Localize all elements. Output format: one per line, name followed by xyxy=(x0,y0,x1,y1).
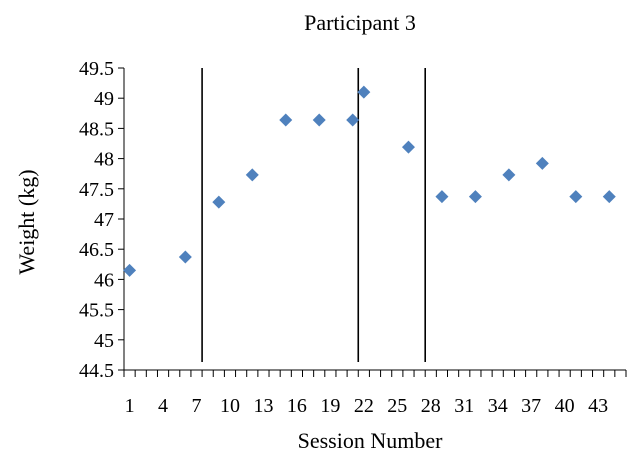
data-point xyxy=(279,113,293,127)
y-tick-label: 49.5 xyxy=(79,58,114,80)
data-point xyxy=(212,195,226,209)
y-tick-label: 45.5 xyxy=(79,300,114,322)
x-tick-label: 22 xyxy=(354,395,374,417)
x-tick-label: 19 xyxy=(320,395,340,417)
x-tick-label: 4 xyxy=(158,395,168,417)
data-point xyxy=(346,113,360,127)
data-point xyxy=(401,140,415,154)
data-point xyxy=(535,156,549,170)
data-point xyxy=(502,168,516,182)
data-point xyxy=(312,113,326,127)
y-tick-label: 46 xyxy=(94,269,114,291)
x-tick-label: 10 xyxy=(220,395,240,417)
y-tick-label: 47 xyxy=(94,209,114,231)
x-tick-label: 13 xyxy=(253,395,273,417)
x-axis-label: Session Number xyxy=(298,428,444,453)
data-point xyxy=(245,168,259,182)
data-point xyxy=(435,190,449,204)
y-tick-label: 44.5 xyxy=(79,360,114,382)
x-tick-label: 37 xyxy=(521,395,541,417)
y-axis-label: Weight (kg) xyxy=(14,169,39,274)
x-tick-label: 1 xyxy=(125,395,135,417)
data-point xyxy=(123,263,137,277)
x-tick-label: 25 xyxy=(387,395,407,417)
data-point xyxy=(602,190,616,204)
x-tick-label: 7 xyxy=(192,395,202,417)
x-tick-label: 40 xyxy=(555,395,575,417)
x-tick-label: 28 xyxy=(421,395,441,417)
x-tick-label: 31 xyxy=(454,395,474,417)
x-tick-label: 43 xyxy=(588,395,608,417)
y-tick-label: 46.5 xyxy=(79,239,114,261)
y-tick-label: 45 xyxy=(94,330,114,352)
chart-title: Participant 3 xyxy=(304,10,416,35)
data-point xyxy=(468,190,482,204)
y-tick-label: 48.5 xyxy=(79,118,114,140)
x-tick-label: 34 xyxy=(488,395,508,417)
data-point xyxy=(178,250,192,264)
y-tick-label: 47.5 xyxy=(79,179,114,201)
data-point xyxy=(569,190,583,204)
y-tick-label: 48 xyxy=(94,149,114,171)
x-tick-label: 16 xyxy=(287,395,307,417)
y-tick-label: 49 xyxy=(94,88,114,110)
data-point xyxy=(357,85,371,99)
